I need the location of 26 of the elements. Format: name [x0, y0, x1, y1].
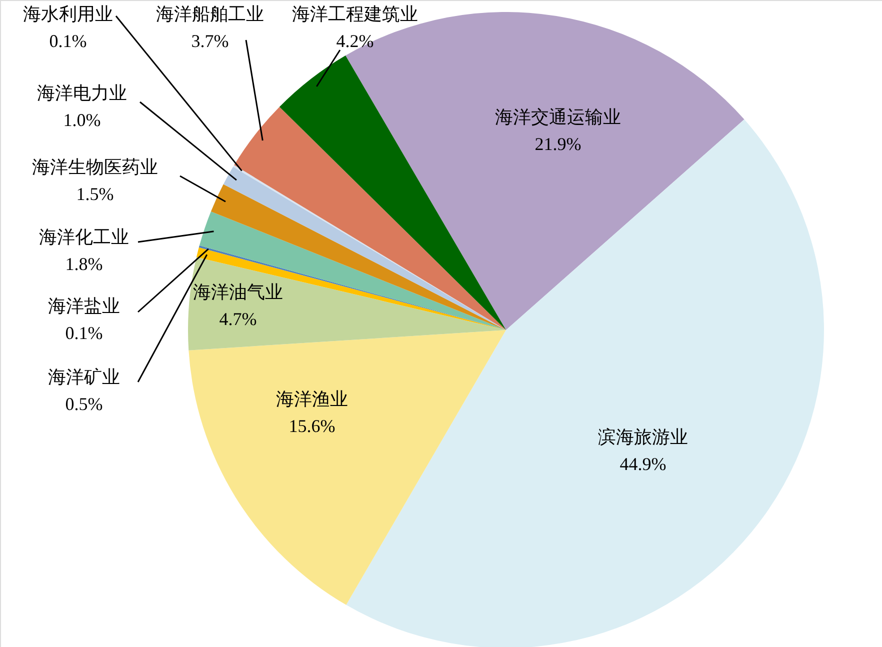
data-label: 0.5%: [65, 394, 103, 414]
data-label: 3.7%: [191, 31, 229, 51]
slice-label: 海洋工程建筑业: [292, 4, 418, 24]
data-label: 4.7%: [219, 309, 257, 329]
data-label: 0.1%: [65, 323, 103, 343]
data-label: 1.8%: [65, 254, 103, 274]
data-label: 21.9%: [534, 134, 582, 154]
slice-label: 海洋电力业: [37, 83, 127, 103]
data-label: 15.6%: [288, 416, 336, 436]
data-label: 44.9%: [620, 454, 666, 474]
data-label: 4.2%: [336, 31, 374, 51]
slice-label: 海洋船舶工业: [156, 4, 264, 24]
data-label: 1.0%: [63, 110, 101, 130]
slice-label: 海洋油气业: [193, 282, 283, 302]
slice-label: 海洋渔业: [276, 389, 348, 409]
data-label: 1.5%: [76, 184, 114, 204]
pie-slice: [188, 330, 506, 605]
slice-label: 海洋化工业: [39, 227, 129, 247]
slice-label: 海洋盐业: [48, 296, 120, 316]
slice-label: 海水利用业: [23, 4, 113, 24]
slice-label: 海洋生物医药业: [32, 157, 158, 177]
pie-slice: [188, 257, 506, 350]
data-label: 0.1%: [49, 31, 87, 51]
slice-label: 海洋交通运输业: [495, 107, 621, 127]
slice-label: 海洋矿业: [48, 367, 120, 387]
slice-label: 滨海旅游业: [598, 427, 688, 447]
